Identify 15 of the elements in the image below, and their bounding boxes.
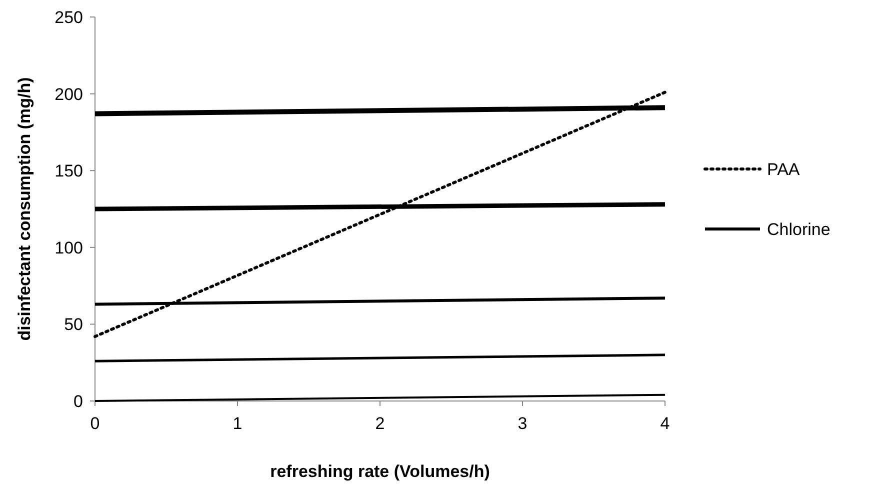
x-tick-label: 1 (232, 414, 242, 433)
y-tick-label: 150 (54, 162, 83, 181)
x-tick-label: 3 (518, 414, 528, 433)
y-tick-label: 50 (64, 315, 83, 334)
x-tick-label: 2 (375, 414, 385, 433)
x-tick-label: 4 (660, 414, 670, 433)
y-tick-label: 200 (54, 84, 83, 104)
y-tick-label: 0 (74, 392, 83, 411)
y-tick-label: 100 (54, 238, 83, 258)
legend-label: PAA (767, 160, 800, 179)
y-axis-title: disinfectant consumption (mg/h) (15, 77, 34, 341)
legend-label: Chlorine (767, 220, 830, 239)
y-tick-label: 250 (54, 8, 83, 27)
x-tick-label: 0 (90, 414, 100, 433)
x-axis-title: refreshing rate (Volumes/h) (270, 462, 490, 481)
